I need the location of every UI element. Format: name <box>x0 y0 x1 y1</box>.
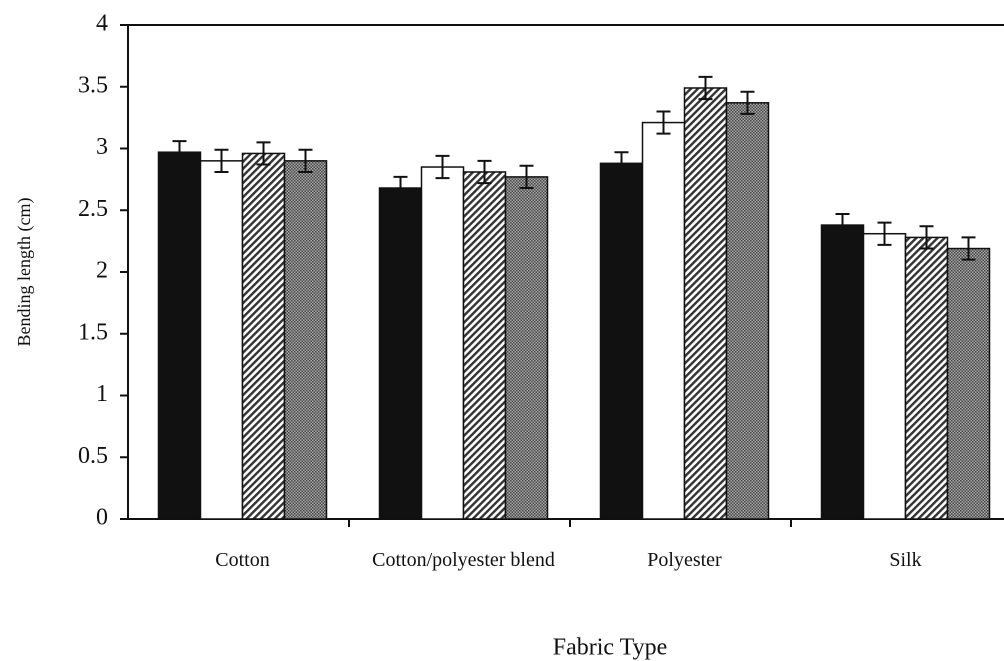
bar <box>727 103 769 519</box>
bar <box>464 172 506 519</box>
bar <box>159 152 201 519</box>
chart-page: Bending length (cm) Fabric Type 0 0.5 1 1.5… <box>0 0 1004 661</box>
bar <box>285 161 327 519</box>
bar <box>380 188 422 519</box>
y-axis-title: Bending length (cm) <box>14 198 35 347</box>
x-axis-title: Fabric Type <box>553 635 668 661</box>
bar <box>201 161 243 519</box>
x-tick-label: Polyester <box>585 544 785 576</box>
bar <box>685 88 727 519</box>
y-tick-label: 2.5 <box>78 196 108 222</box>
y-tick-label: 0.5 <box>78 443 108 469</box>
y-tick-label: 1 <box>96 381 108 407</box>
y-tick-label: 0 <box>96 505 108 531</box>
bar <box>822 225 864 519</box>
bar <box>906 237 948 519</box>
x-tick-label: Cotton/polyester blend <box>364 544 564 576</box>
y-tick-label: 3 <box>96 134 108 160</box>
bar <box>243 153 285 519</box>
x-tick-label: Silk <box>806 544 1004 576</box>
bar <box>506 177 548 519</box>
y-tick-label: 2 <box>96 258 108 284</box>
x-tick-label: Cotton <box>143 544 343 576</box>
bar <box>422 167 464 519</box>
bar <box>948 249 990 519</box>
bar <box>864 234 906 519</box>
bar <box>601 163 643 519</box>
y-tick-label: 1.5 <box>78 319 108 345</box>
bar <box>643 123 685 519</box>
y-tick-label: 3.5 <box>78 72 108 98</box>
y-tick-label: 4 <box>96 11 108 37</box>
